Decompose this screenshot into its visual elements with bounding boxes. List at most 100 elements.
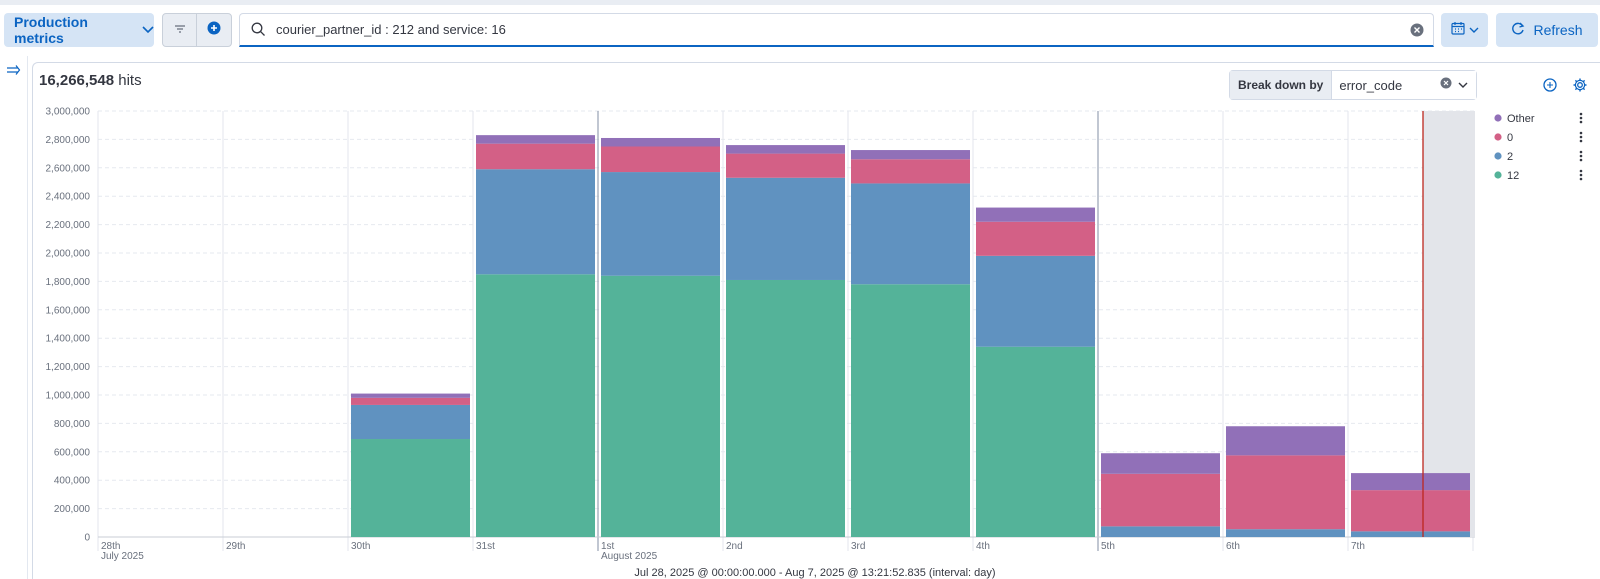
hits-counter: 16,266,548 hits: [39, 72, 142, 89]
more-icon: [1579, 169, 1583, 173]
bar-12-30th: [351, 439, 470, 537]
y-tick-label: 2,200,000: [46, 220, 91, 231]
expand-icon[interactable]: [6, 63, 22, 81]
query-text[interactable]: courier_partner_id : 212 and service: 16: [276, 22, 506, 37]
more-icon: [1579, 173, 1583, 177]
top-strip: [0, 0, 1600, 5]
more-icon: [1579, 158, 1583, 162]
bar-2-31st: [476, 169, 595, 275]
y-tick-label: 1,400,000: [46, 334, 91, 345]
more-icon: [1579, 131, 1583, 135]
bar-2-4th: [976, 255, 1095, 347]
chevron-down-icon[interactable]: [1458, 76, 1468, 94]
bar-2-2nd: [726, 177, 845, 280]
legend-swatch-0: [1494, 133, 1502, 141]
y-tick-label: 0: [84, 533, 90, 544]
x-tick-label: 2nd: [726, 541, 743, 552]
search-icon: [240, 22, 276, 37]
more-icon: [1579, 139, 1583, 143]
bar-other-6th: [1226, 426, 1345, 456]
x-tick-label: 30th: [351, 541, 370, 552]
y-tick-label: 2,000,000: [46, 249, 91, 260]
bar-0-6th: [1226, 455, 1345, 530]
refresh-label: Refresh: [1533, 22, 1583, 38]
lens-icon[interactable]: [1540, 75, 1560, 95]
bar-2-1st: [601, 172, 720, 276]
breakdown-selector[interactable]: Break down by error_code: [1229, 70, 1477, 100]
bar-0-4th: [976, 221, 1095, 256]
bar-0-30th: [351, 397, 470, 405]
x-tick-label: 3rd: [851, 541, 865, 552]
bar-12-4th: [976, 346, 1095, 537]
x-tick-label: 29th: [226, 541, 245, 552]
bar-12-31st: [476, 274, 595, 537]
breakdown-field[interactable]: error_code: [1332, 71, 1440, 99]
sidebar-collapsed: [0, 56, 28, 579]
x-tick-label: 5th: [1101, 541, 1115, 552]
bar-0-2nd: [726, 153, 845, 178]
filter-icon: [174, 21, 186, 39]
bar-other-30th: [351, 393, 470, 398]
add-filter-button[interactable]: [197, 14, 231, 46]
bar-12-2nd: [726, 279, 845, 537]
x-tick-sublabel: July 2025: [101, 551, 144, 562]
hits-count: 16,266,548: [39, 72, 115, 89]
bar-2-5th: [1101, 526, 1220, 537]
clear-icon[interactable]: [1401, 23, 1433, 37]
y-tick-label: 2,400,000: [46, 192, 91, 203]
data-view-button[interactable]: Production metrics: [4, 13, 154, 47]
more-icon: [1579, 177, 1583, 181]
x-tick-label: 28th: [101, 541, 120, 552]
more-icon: [1579, 154, 1583, 158]
date-picker-button[interactable]: [1441, 13, 1488, 47]
bar-2-30th: [351, 404, 470, 440]
y-tick-label: 3,000,000: [46, 107, 91, 118]
filter-menu-button[interactable]: [163, 14, 198, 46]
bar-other-7th: [1351, 473, 1470, 491]
x-tick-sublabel: August 2025: [601, 551, 658, 562]
bar-2-7th: [1351, 531, 1470, 537]
chevron-down-icon: [142, 23, 154, 37]
legend-swatch-12: [1494, 171, 1502, 179]
future-region: [1423, 111, 1475, 537]
bar-other-5th: [1101, 453, 1220, 474]
hits-label: hits: [118, 72, 142, 89]
y-tick-label: 1,800,000: [46, 277, 91, 288]
bar-2-6th: [1226, 529, 1345, 537]
more-icon: [1579, 120, 1583, 124]
more-icon: [1579, 150, 1583, 154]
x-tick-label: 31st: [476, 541, 495, 552]
breakdown-label: Break down by: [1230, 71, 1333, 99]
chevron-down-icon: [1469, 21, 1479, 39]
bar-0-5th: [1101, 473, 1220, 527]
bar-0-31st: [476, 143, 595, 170]
bar-0-3rd: [851, 159, 970, 184]
legend-swatch-other: [1494, 114, 1502, 122]
x-tick-label: 7th: [1351, 541, 1365, 552]
x-tick-label: 1st: [601, 541, 615, 552]
y-tick-label: 1,600,000: [46, 305, 91, 316]
y-tick-label: 400,000: [54, 476, 91, 487]
query-bar: Production metrics courier_partner_id : …: [0, 5, 1600, 55]
y-tick-label: 2,600,000: [46, 163, 91, 174]
legend-label-0: 0: [1507, 132, 1513, 144]
query-input[interactable]: courier_partner_id : 212 and service: 16: [239, 13, 1434, 47]
x-tick-label: 4th: [976, 541, 990, 552]
y-tick-label: 200,000: [54, 504, 91, 515]
clear-icon[interactable]: [1440, 76, 1452, 94]
legend-label-2: 2: [1507, 151, 1513, 163]
bar-other-2nd: [726, 145, 845, 154]
bar-other-31st: [476, 135, 595, 144]
refresh-button[interactable]: Refresh: [1496, 13, 1598, 47]
bar-other-4th: [976, 207, 1095, 222]
legend-label-12: 12: [1507, 170, 1519, 182]
y-tick-label: 1,000,000: [46, 391, 91, 402]
bar-2-3rd: [851, 183, 970, 285]
y-tick-label: 600,000: [54, 447, 91, 458]
x-tick-label: 6th: [1226, 541, 1240, 552]
gear-icon[interactable]: [1570, 75, 1590, 95]
refresh-icon: [1511, 22, 1525, 39]
plus-icon: [207, 21, 221, 40]
more-icon: [1579, 116, 1583, 120]
